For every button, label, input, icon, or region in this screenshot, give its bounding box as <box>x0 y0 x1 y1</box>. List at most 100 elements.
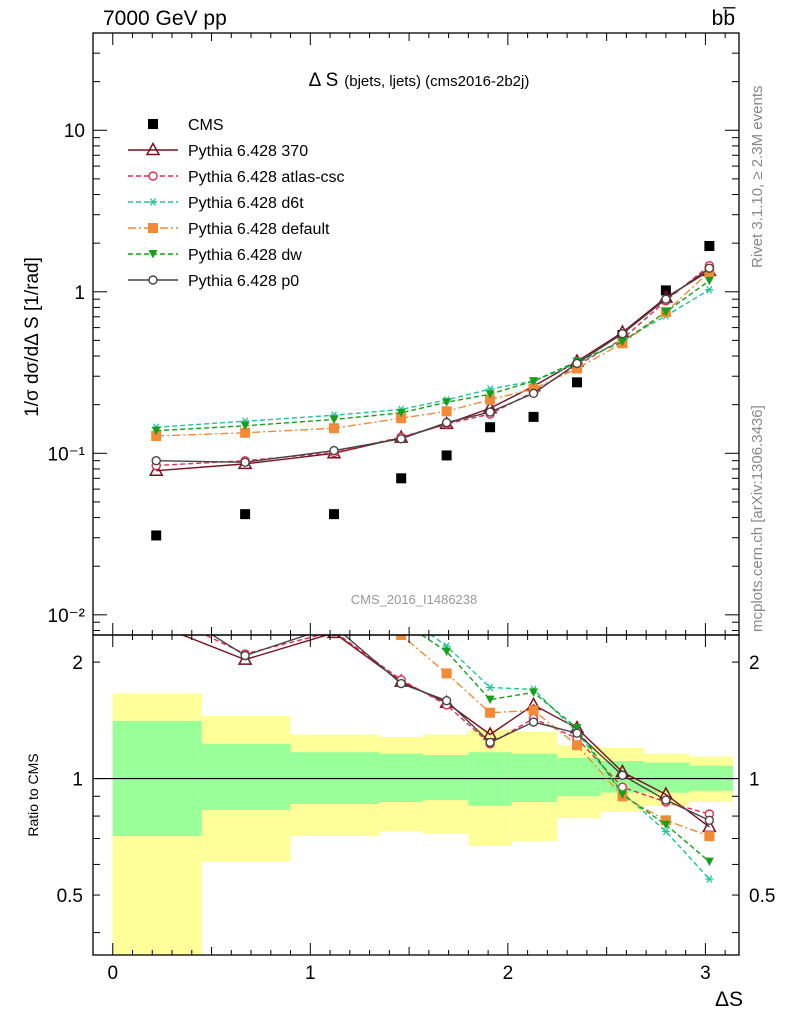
point-pythia-6-428-dw <box>240 421 250 431</box>
ratio-point-pythia-6-428-default <box>329 568 339 578</box>
band-inner-segment <box>379 753 423 802</box>
point-pythia-6-428-p0 <box>661 294 671 304</box>
point-pythia-6-428-p0 <box>617 329 628 339</box>
main-panel-series <box>148 241 717 541</box>
ratio-point-pythia-6-428-dw <box>485 695 495 705</box>
ratio-point-pythia-6-428-d6t <box>152 515 160 522</box>
point-pythia-6-428-dw <box>396 408 406 418</box>
point-pythia-6-428-default <box>572 363 583 374</box>
ratio-point-pythia-6-428-default <box>396 635 407 640</box>
ratio-point-pythia-6-428-p0 <box>330 622 338 630</box>
point-cms <box>704 241 715 252</box>
ratio-y-tick-label-right: 1 <box>749 770 760 791</box>
legend-marker <box>148 223 158 233</box>
line-pythia-6-428-default <box>156 271 710 437</box>
ratio-point-pythia-6-428-dw <box>330 546 339 555</box>
line-pythia-6-428-d6t <box>156 289 710 428</box>
point-cms <box>572 377 583 388</box>
process-label: bb̅ <box>712 7 737 30</box>
point-pythia-6-428-p0 <box>396 434 406 444</box>
ratio-point-pythia-6-428-p0 <box>661 795 671 805</box>
ratio-point-pythia-6-428-default <box>240 578 250 588</box>
legend-entry-pythia-6-428-370: Pythia 6.428 370 <box>128 141 308 160</box>
ratio-y-tick-label-left: 0.5 <box>57 886 83 907</box>
point-pythia-6-428-d6t <box>705 285 714 294</box>
point-pythia-6-428-default <box>441 406 452 417</box>
legend-entry-pythia-6-428-dw: Pythia 6.428 dw <box>128 247 302 264</box>
legend-label: Pythia 6.428 370 <box>188 143 308 160</box>
legend-label: Pythia 6.428 p0 <box>188 273 299 290</box>
plot-title-main: Δ S <box>309 70 339 91</box>
point-pythia-6-428-default <box>329 423 340 434</box>
ratio-panel-frame <box>92 634 740 956</box>
line-pythia-6-428-atlas-csc <box>156 265 710 467</box>
ratio-point-pythia-6-428-d6t <box>661 827 670 836</box>
ratio-point-pythia-6-428-dw <box>529 688 539 697</box>
y-axis-title: 1/σ dσ/dΔ S [1/rad] <box>22 257 43 417</box>
point-pythia-6-428-default <box>151 430 162 441</box>
point-cms <box>240 509 251 520</box>
ratio-point-pythia-6-428-dw <box>572 724 582 733</box>
legend-marker <box>148 275 158 285</box>
ratio-point-pythia-6-428-dw <box>442 647 452 657</box>
legend-marker <box>148 250 158 259</box>
legend-marker <box>148 171 158 181</box>
point-pythia-6-428-p0 <box>240 457 250 467</box>
y-tick-label: 10⁻¹ <box>48 444 86 465</box>
point-cms <box>441 450 452 461</box>
y-tick-label: 10⁻² <box>48 606 86 627</box>
legend-label: Pythia 6.428 d6t <box>188 195 304 212</box>
ratio-y-tick-label-right: 2 <box>749 653 760 674</box>
ratio-point-pythia-6-428-default <box>660 815 671 826</box>
ratio-point-pythia-6-428-d6t <box>705 875 714 883</box>
point-cms <box>528 411 539 422</box>
point-pythia-6-428-p0 <box>572 358 582 369</box>
band-inner-segment <box>644 762 690 793</box>
beam-label: 7000 GeV pp <box>103 7 227 30</box>
point-cms <box>485 422 496 433</box>
rivet-label: Rivet 3.1.10, ≥ 2.3M events <box>749 86 766 269</box>
ratio-point-pythia-6-428-default <box>572 740 583 751</box>
line-pythia-6-428-dw <box>156 280 710 432</box>
point-pythia-6-428-p0 <box>704 263 715 273</box>
point-cms <box>329 509 340 520</box>
ratio-uncertainty-bands <box>112 693 734 955</box>
ratio-point-pythia-6-428-dw <box>241 564 250 573</box>
x-tick-label: 2 <box>503 963 514 984</box>
band-inner-segment <box>511 753 558 802</box>
point-pythia-6-428-dw <box>442 398 452 407</box>
ratio-point-pythia-6-428-p0 <box>528 717 539 727</box>
ratio-point-pythia-6-428-dw <box>397 617 406 626</box>
ratio-point-pythia-6-428-d6t <box>330 538 338 545</box>
ratio-point-pythia-6-428-dw <box>704 857 714 867</box>
y-tick-label: 1 <box>74 283 85 304</box>
ratio-line-pythia-6-428-atlas-csc <box>203 635 710 815</box>
ratio-point-pythia-6-428-dw <box>617 790 627 799</box>
ratio-point-pythia-6-428-p0 <box>441 695 452 706</box>
point-pythia-6-428-dw <box>329 415 339 424</box>
x-tick-label: 0 <box>107 963 118 984</box>
ratio-y-tick-label-left: 1 <box>72 770 83 791</box>
ratio-point-pythia-6-428-d6t <box>486 683 495 692</box>
legend-marker <box>145 141 161 156</box>
point-pythia-6-428-dw <box>529 377 539 386</box>
ratio-y-tick-label-left: 2 <box>72 653 83 674</box>
ratio-point-pythia-6-428-d6t <box>241 551 249 558</box>
ratio-line-pythia-6-428-370 <box>180 635 710 828</box>
band-inner-segment <box>201 743 291 810</box>
point-pythia-6-428-default <box>485 394 496 405</box>
ratio-point-pythia-6-428-default <box>528 705 539 716</box>
legend-entry-pythia-6-428-p0: Pythia 6.428 p0 <box>128 273 299 290</box>
axis-ticks: 0 1 2 3 10 1 10⁻¹ 10⁻² 0.5 0.5 1 1 2 2 <box>48 32 775 984</box>
point-pythia-6-428-p0 <box>485 407 495 417</box>
ratio-point-pythia-6-428-dw <box>152 522 161 531</box>
ratio-point-pythia-6-428-p0 <box>396 678 406 689</box>
point-pythia-6-428-default <box>240 427 251 438</box>
point-cms <box>151 530 162 541</box>
x-axis-title: ΔS <box>715 988 743 1011</box>
ratio-point-pythia-6-428-p0 <box>572 728 582 738</box>
legend-entry-pythia-6-428-d6t: Pythia 6.428 d6t <box>128 195 304 212</box>
legend: CMS Pythia 6.428 370 Pythia 6.428 atlas-cs… <box>128 117 345 290</box>
ratio-point-pythia-6-428-default <box>485 707 496 718</box>
